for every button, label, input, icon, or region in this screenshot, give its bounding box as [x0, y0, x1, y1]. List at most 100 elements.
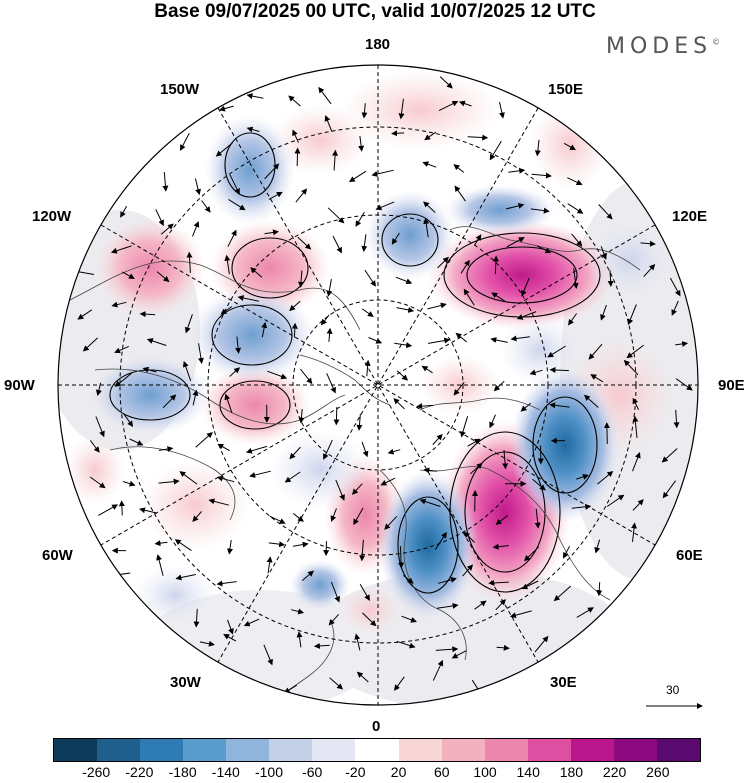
wind-vector: [269, 515, 286, 524]
wind-vector: [532, 478, 546, 491]
wind-vector: [289, 446, 301, 460]
wind-vector: [301, 570, 314, 581]
wind-vector: [158, 446, 174, 453]
wind-vector: [492, 543, 509, 550]
wind-vector: [567, 203, 584, 214]
wind-vector: [462, 564, 474, 577]
lon-label-90e: 90E: [718, 377, 745, 394]
wind-vector: [208, 498, 230, 506]
wind-vector: [640, 240, 656, 247]
colorbar-tick-label: 20: [390, 764, 407, 780]
wind-vector: [530, 207, 550, 214]
wind-vector: [534, 508, 541, 529]
wind-vector: [632, 499, 644, 511]
wind-vector: [673, 409, 680, 429]
modes-logo: MODES©: [606, 34, 720, 59]
wind-vector: [510, 335, 530, 342]
wind-vector: [195, 432, 213, 448]
wind-vector: [534, 139, 541, 157]
wind-vector: [227, 539, 233, 555]
wind-vector: [590, 374, 604, 383]
wind-vector: [333, 407, 340, 426]
wind-vector: [661, 448, 678, 463]
wind-vector: [95, 416, 105, 438]
wind-vector: [160, 223, 174, 235]
wind-vector: [192, 221, 200, 237]
wind-vector: [675, 340, 689, 347]
wind-vector: [521, 277, 530, 297]
colorbar-tick-label: -20: [345, 764, 366, 780]
wind-vector: [391, 232, 400, 245]
wind-vector: [492, 255, 499, 275]
wind-vector: [662, 480, 677, 499]
wind-vector: [583, 394, 599, 408]
wind-vector: [120, 205, 128, 218]
anomaly-east-siberia-high: [427, 220, 617, 330]
wind-vector: [627, 304, 637, 326]
graticule: [58, 65, 698, 705]
wind-vector: [439, 76, 453, 89]
wind-vector: [98, 504, 119, 516]
colorbar-tick-label: 180: [559, 764, 584, 780]
wind-vector: [396, 370, 409, 381]
colorbar-tick-label: -140: [211, 764, 240, 780]
wind-vector: [217, 443, 230, 452]
wind-vector: [675, 378, 693, 391]
wind-vector: [671, 300, 679, 316]
wind-vector: [82, 337, 98, 352]
colorbar-swatch: [570, 739, 614, 761]
wind-vector: [216, 580, 237, 587]
wind-vector: [227, 229, 237, 247]
wind-vector: [607, 270, 614, 287]
wind-vector: [572, 268, 579, 289]
wind-vector: [568, 313, 578, 326]
wind-vector: [387, 448, 401, 455]
wind-vector: [490, 337, 508, 343]
wind-vector: [300, 368, 313, 385]
wind-vector: [547, 345, 566, 358]
wind-vector: [246, 126, 260, 133]
colorbar-tick-label: 140: [516, 764, 540, 780]
wind-vector: [489, 414, 496, 429]
wind-vector: [588, 343, 603, 360]
anomaly-field: [58, 65, 698, 705]
wind-vector: [521, 580, 539, 590]
colorbar-tick-label: -260: [82, 764, 111, 780]
wind-vector: [359, 583, 370, 601]
lon-label-60w: 60W: [42, 547, 73, 564]
lon-label-30e: 30E: [550, 674, 577, 691]
wind-vectors: [71, 76, 693, 700]
wind-vector: [571, 503, 592, 510]
brand-mark: ©: [712, 37, 721, 47]
wind-vector: [330, 581, 340, 603]
wind-vector: [396, 306, 415, 313]
colorbar-tick-label: 60: [434, 764, 450, 780]
wind-vector: [626, 344, 645, 359]
wind-vector: [229, 367, 241, 377]
wind-vector: [155, 209, 164, 227]
wind-vector: [267, 370, 288, 380]
wind-vector: [423, 467, 437, 474]
wind-vector: [523, 546, 540, 562]
wind-vector: [643, 263, 656, 278]
wind-vector: [516, 311, 537, 320]
colorbar-swatch: [527, 739, 571, 761]
wind-vector: [95, 382, 102, 396]
wind-vector: [156, 271, 170, 283]
wind-vector: [243, 618, 260, 627]
reference-vector-label: 30: [666, 683, 680, 697]
colorbar-swatch: [656, 739, 700, 761]
wind-vector: [154, 540, 168, 547]
wind-vector: [156, 554, 164, 576]
wind-vector: [596, 582, 603, 597]
wind-vector: [423, 217, 430, 238]
wind-vector: [549, 402, 570, 409]
anomaly-canada-low: [190, 287, 314, 383]
wind-vector: [289, 300, 301, 312]
wind-vector: [194, 178, 202, 196]
colorbar-tick-label: -60: [302, 764, 323, 780]
wind-vector: [224, 254, 231, 275]
wind-vector: [328, 613, 340, 626]
wind-vector: [353, 507, 364, 526]
